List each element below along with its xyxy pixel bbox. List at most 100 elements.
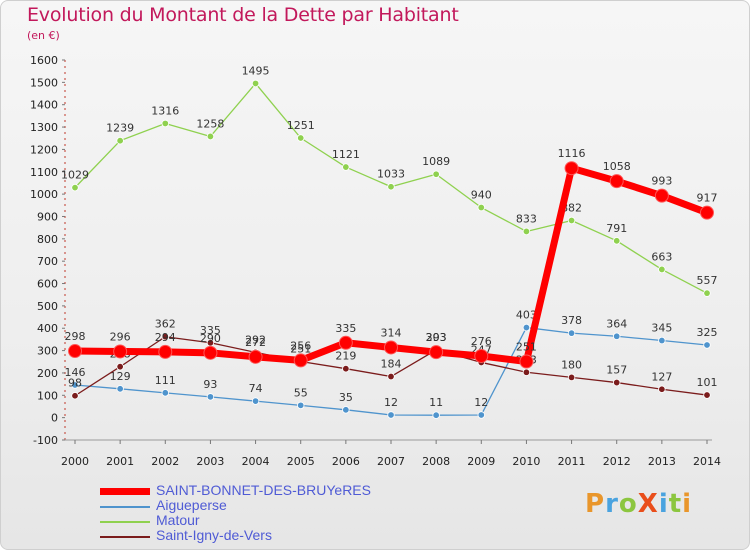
data-point (387, 411, 395, 419)
data-label: 111 (155, 374, 176, 387)
x-tick-label: 2008 (422, 455, 450, 468)
x-tick-label: 2013 (648, 455, 676, 468)
y-tick-label: 1400 (30, 99, 58, 112)
x-tick-label: 2004 (242, 455, 270, 468)
data-label: 296 (110, 330, 131, 343)
data-point (658, 336, 666, 345)
legend-label: Matour (156, 512, 200, 528)
data-point (161, 389, 169, 397)
y-tick-label: 500 (37, 300, 58, 313)
data-point (613, 378, 621, 387)
data-label: 364 (606, 317, 627, 330)
data-label: 1116 (558, 147, 586, 160)
y-tick-label: 1500 (30, 76, 58, 89)
data-label: 251 (516, 341, 537, 354)
data-point (116, 136, 124, 145)
data-label: 12 (384, 396, 398, 409)
data-label: 833 (516, 212, 537, 225)
data-label: 1495 (242, 64, 270, 77)
data-point (522, 227, 531, 236)
data-label: 791 (606, 222, 627, 235)
legend: SAINT-BONNET-DES-BRUYeRES Aigueperse Matou… (100, 482, 420, 544)
data-point (158, 344, 173, 359)
data-label: 940 (471, 189, 492, 202)
data-point (68, 344, 82, 359)
data-point (342, 163, 350, 171)
data-label: 129 (110, 370, 131, 383)
data-label: 180 (561, 358, 582, 371)
data-label: 1121 (332, 148, 360, 161)
data-label: 1258 (196, 117, 224, 130)
x-tick-label: 2014 (693, 455, 721, 468)
data-label: 293 (426, 331, 447, 344)
data-point (700, 205, 714, 220)
data-point (338, 335, 353, 350)
data-label: 146 (65, 366, 86, 379)
data-point (522, 323, 531, 332)
data-point (609, 174, 624, 189)
x-tick-label: 2003 (196, 455, 224, 468)
data-point (429, 345, 444, 360)
data-point (161, 119, 169, 128)
y-tick-label: 300 (37, 345, 58, 358)
data-label: 290 (200, 332, 221, 345)
legend-item: Saint-Igny-de-Vers (100, 527, 420, 544)
legend-swatch (100, 488, 150, 495)
data-label: 35 (339, 391, 353, 404)
data-point (432, 411, 440, 419)
data-label: 276 (471, 335, 492, 348)
data-label: 93 (203, 378, 217, 391)
logo-letter: i (682, 489, 693, 519)
data-label: 378 (561, 314, 582, 327)
y-tick-label: 1000 (30, 188, 58, 201)
data-label: 294 (155, 331, 176, 344)
data-label: 1029 (61, 169, 89, 182)
data-point (613, 332, 621, 340)
data-point (703, 391, 711, 399)
data-label: 325 (697, 326, 718, 339)
y-tick-label: 1200 (30, 143, 58, 156)
logo-letter: t (668, 489, 683, 519)
data-point (477, 411, 485, 419)
chart-subtitle: (en €) (27, 29, 60, 42)
x-tick-label: 2005 (287, 455, 315, 468)
logo-letter: o (618, 489, 638, 519)
legend-item: Aigueperse (100, 497, 420, 514)
data-point (654, 188, 669, 203)
data-point (387, 183, 395, 191)
data-label: 1251 (287, 119, 315, 132)
data-label: 917 (697, 192, 718, 205)
x-tick-label: 2001 (106, 455, 134, 468)
data-point (206, 132, 215, 141)
data-label: 403 (516, 309, 537, 322)
logo-letter: P (585, 489, 606, 519)
legend-swatch (100, 506, 150, 508)
data-point (116, 385, 124, 393)
data-label: 12 (474, 396, 488, 409)
data-point (293, 353, 308, 368)
x-tick-label: 2007 (377, 455, 405, 468)
data-point (161, 333, 169, 341)
data-label: 362 (155, 318, 176, 331)
data-point (206, 393, 215, 401)
data-point (251, 397, 260, 405)
legend-swatch (100, 536, 150, 538)
data-point (248, 349, 263, 364)
data-label: 557 (697, 274, 718, 287)
data-label: 335 (200, 324, 221, 337)
data-label: 98 (68, 377, 82, 390)
data-label: 251 (290, 343, 311, 356)
data-label: 184 (381, 358, 402, 371)
data-label: 127 (651, 370, 672, 383)
y-tick-label: 200 (37, 367, 58, 380)
y-tick-label: 400 (37, 322, 58, 335)
proxiti-logo: ProXiti (585, 489, 692, 519)
data-label: 157 (606, 364, 627, 377)
legend-label: SAINT-BONNET-DES-BRUYeRES (156, 482, 371, 498)
data-label: 1316 (151, 104, 179, 117)
data-point (474, 348, 489, 363)
x-tick-label: 2002 (151, 455, 179, 468)
data-point (567, 373, 576, 382)
data-label: 314 (381, 326, 402, 339)
y-tick-label: 800 (37, 233, 58, 246)
